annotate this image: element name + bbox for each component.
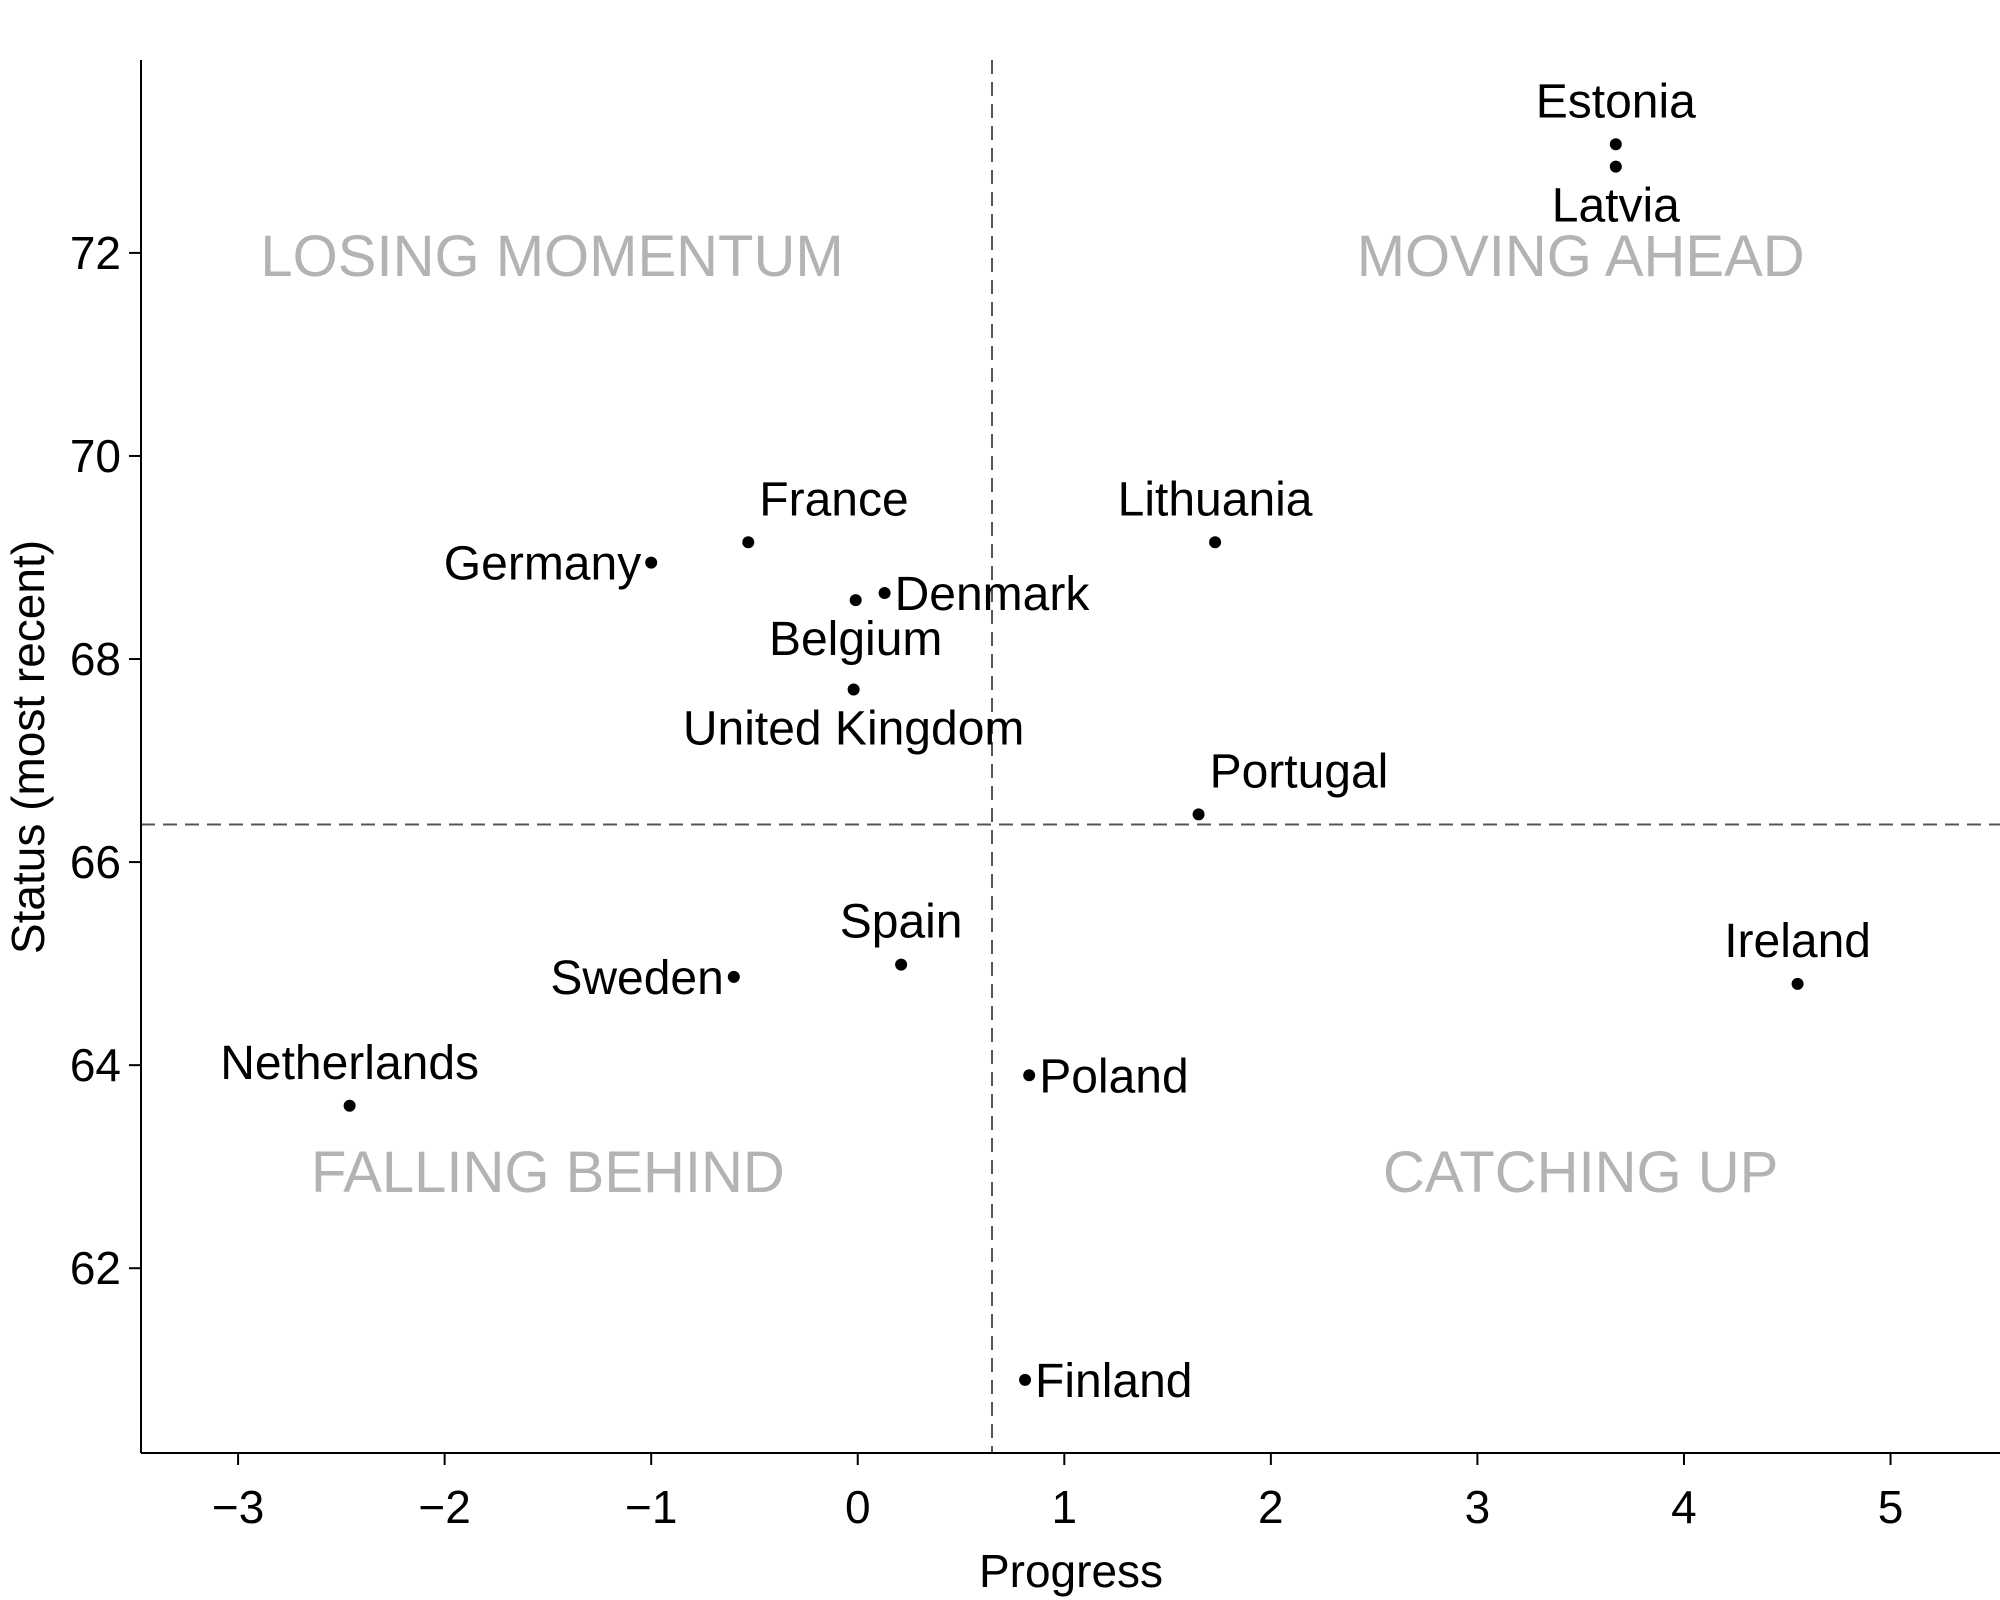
data-point bbox=[1192, 808, 1205, 821]
point-label: France bbox=[759, 473, 908, 526]
reference-lines bbox=[141, 60, 2000, 1453]
point-label: United Kingdom bbox=[683, 702, 1025, 755]
x-tick-label: 4 bbox=[1671, 1481, 1697, 1533]
data-point bbox=[1019, 1373, 1032, 1386]
point-label: Lithuania bbox=[1118, 473, 1313, 526]
data-point bbox=[847, 683, 860, 696]
y-tick-label: 64 bbox=[70, 1039, 121, 1091]
y-tick-label: 70 bbox=[70, 430, 121, 482]
quadrant-label: CATCHING UP bbox=[1383, 1140, 1778, 1205]
data-point bbox=[1609, 138, 1622, 151]
data-point bbox=[849, 594, 862, 607]
data-point bbox=[343, 1099, 356, 1112]
data-point bbox=[895, 958, 908, 971]
data-point bbox=[645, 556, 658, 569]
point-label: Germany bbox=[444, 538, 641, 591]
data-point bbox=[1209, 536, 1222, 549]
data-point bbox=[1023, 1069, 1036, 1082]
point-label: Latvia bbox=[1552, 180, 1680, 233]
y-tick-label: 72 bbox=[70, 227, 121, 279]
x-tick-label: −1 bbox=[625, 1481, 677, 1533]
y-tick-label: 62 bbox=[70, 1242, 121, 1294]
point-label: Belgium bbox=[769, 613, 942, 666]
x-axis-ticks: −3 −2 −1 0 1 2 3 4 5 bbox=[212, 1453, 1903, 1533]
data-point bbox=[1609, 160, 1622, 173]
y-axis-ticks: 62 64 66 68 70 72 bbox=[70, 227, 141, 1294]
quadrant-label: LOSING MOMENTUM bbox=[260, 224, 843, 289]
point-label: Finland bbox=[1035, 1355, 1192, 1408]
x-tick-label: 2 bbox=[1258, 1481, 1284, 1533]
data-point bbox=[1791, 977, 1804, 990]
x-tick-label: 0 bbox=[845, 1481, 871, 1533]
y-axis-title: Status (most recent) bbox=[2, 540, 54, 954]
point-label: Estonia bbox=[1536, 75, 1696, 128]
x-axis-title: Progress bbox=[979, 1545, 1163, 1597]
data-point bbox=[742, 536, 755, 549]
y-tick-label: 66 bbox=[70, 836, 121, 888]
x-tick-label: −3 bbox=[212, 1481, 264, 1533]
axes bbox=[140, 60, 2000, 1454]
data-points bbox=[343, 138, 1804, 1386]
point-label: Spain bbox=[840, 896, 963, 949]
quadrant-label: MOVING AHEAD bbox=[1357, 224, 1805, 289]
point-label: Netherlands bbox=[220, 1037, 479, 1090]
y-tick-label: 68 bbox=[70, 633, 121, 685]
x-tick-label: 3 bbox=[1465, 1481, 1491, 1533]
data-point bbox=[878, 587, 891, 600]
data-point bbox=[727, 970, 740, 983]
point-label: Denmark bbox=[895, 568, 1091, 621]
quadrant-labels: LOSING MOMENTUM MOVING AHEAD FALLING BEHIN… bbox=[260, 224, 1804, 1205]
point-label: Portugal bbox=[1210, 745, 1389, 798]
point-label: Poland bbox=[1039, 1050, 1188, 1103]
x-tick-label: 5 bbox=[1878, 1481, 1904, 1533]
point-label: Sweden bbox=[550, 952, 723, 1005]
point-labels: Estonia Latvia Lithuania France Germany Denma… bbox=[220, 75, 1871, 1408]
x-tick-label: 1 bbox=[1052, 1481, 1078, 1533]
x-tick-label: −2 bbox=[418, 1481, 470, 1533]
point-label: Ireland bbox=[1724, 915, 1871, 968]
quadrant-label: FALLING BEHIND bbox=[311, 1140, 785, 1205]
